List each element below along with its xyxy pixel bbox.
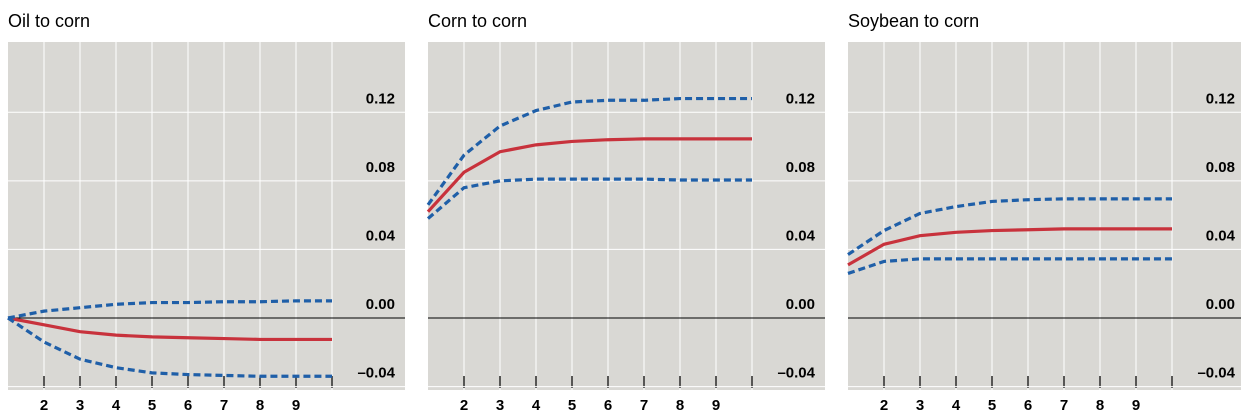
x-tick-label: 6 [1024,397,1032,414]
y-tick-label: –0.04 [1197,365,1235,382]
band-line [426,96,752,206]
y-tick-label: 0.00 [1206,296,1235,313]
response-line [426,137,752,213]
chart-title: Oil to corn [8,11,90,31]
x-tick-label: 8 [676,397,684,414]
y-tick-label: 0.12 [366,90,395,107]
y-tick-label: –0.04 [777,365,815,382]
y-tick-label: 0.04 [786,227,816,244]
x-tick-label: 9 [292,397,300,414]
x-tick-label: 3 [916,397,924,414]
y-tick-label: 0.08 [786,159,815,176]
x-tick-label: 4 [112,397,121,414]
y-tick-label: –0.04 [357,365,395,382]
y-tick-label: 0.12 [1206,90,1235,107]
x-tick-label: 3 [76,397,84,414]
x-tick-label: 5 [148,397,156,414]
y-tick-label: 0.00 [786,296,815,313]
x-tick-label: 9 [712,397,720,414]
response-line [7,316,332,342]
x-tick-label: 6 [184,397,192,414]
x-tick-label: 2 [460,397,468,414]
x-tick-label: 6 [604,397,612,414]
y-tick-label: 0.08 [1206,159,1235,176]
x-tick-label: 5 [568,397,576,414]
y-tick-label: 0.04 [1206,227,1236,244]
x-tick-label: 4 [952,397,961,414]
chart-title: Corn to corn [428,11,527,31]
y-tick-label: 0.12 [786,90,815,107]
x-tick-label: 7 [220,397,228,414]
band-line [847,257,1172,275]
x-tick-label: 3 [496,397,504,414]
y-tick-label: 0.04 [366,227,396,244]
x-tick-label: 2 [40,397,48,414]
x-tick-label: 5 [988,397,996,414]
response-line [847,227,1172,267]
x-tick-label: 7 [640,397,648,414]
x-tick-label: 8 [1096,397,1104,414]
y-tick-label: 0.08 [366,159,395,176]
x-tick-label: 4 [532,397,541,414]
y-tick-label: 0.00 [366,296,395,313]
x-tick-label: 2 [880,397,888,414]
x-tick-label: 8 [256,397,264,414]
x-tick-label: 9 [1132,397,1140,414]
chart-title: Soybean to corn [848,11,979,31]
plot-area [428,42,825,390]
x-tick-label: 7 [1060,397,1068,414]
plot-area [848,42,1241,390]
